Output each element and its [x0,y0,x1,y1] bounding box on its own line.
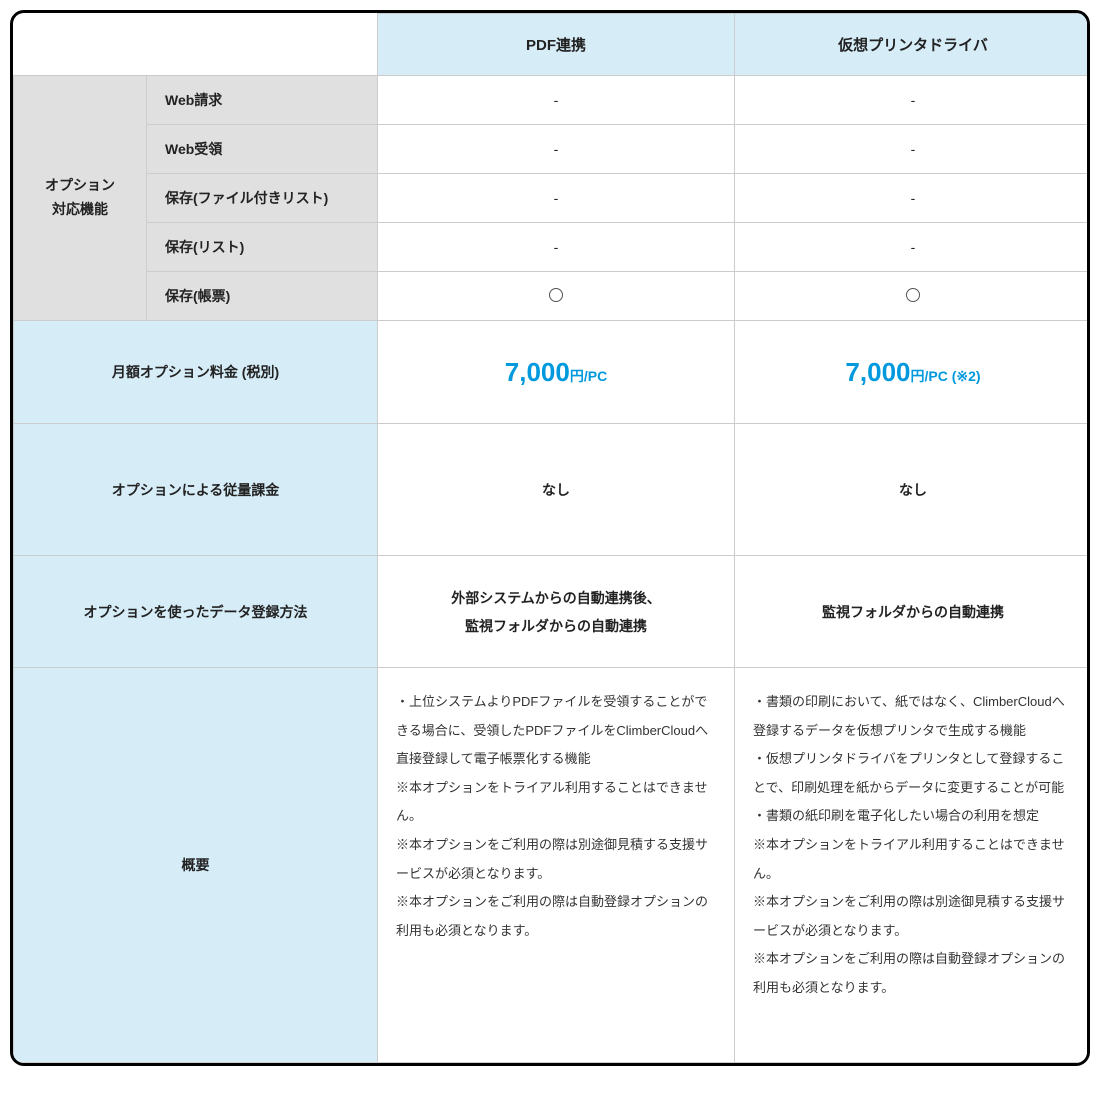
overview-row: 概要 ・上位システムよりPDFファイルを受領することができる場合に、受領したPD… [14,668,1091,1063]
price-row: 月額オプション料金 (税別) 7,000円/PC 7,000円/PC (※2) [14,321,1091,424]
price-unit: 円/PC [570,368,607,384]
overview-line: ※本オプションをトライアル利用することはできません。 [753,831,1073,888]
method-col2: 監視フォルダからの自動連携 [735,556,1091,668]
method-col1-line1: 外部システムからの自動連携後、 [451,590,661,606]
feature-value-col2: - [735,125,1091,174]
feature-group-line2: 対応機能 [52,201,108,217]
feature-value-col2: - [735,174,1091,223]
usage-charge-row: オプションによる従量課金 なし なし [14,424,1091,556]
feature-value-col1: - [378,125,735,174]
overview-line: ※本オプションをトライアル利用することはできません。 [396,774,716,831]
price-note: (※2) [948,368,981,384]
method-row: オプションを使ったデータ登録方法 外部システムからの自動連携後、 監視フォルダか… [14,556,1091,668]
usage-charge-col1: なし [378,424,735,556]
feature-row: Web受領 - - [14,125,1091,174]
price-label: 月額オプション料金 (税別) [14,321,378,424]
circle-icon [906,288,920,302]
overview-line: ※本オプションをご利用の際は別途御見積する支援サービスが必須となります。 [753,888,1073,945]
pricing-comparison-table: PDF連携 仮想プリンタドライバ オプション 対応機能 Web請求 - - We… [10,10,1090,1066]
feature-sub-label: Web請求 [147,76,378,125]
feature-group-label: オプション 対応機能 [14,76,147,321]
feature-value-col1 [378,272,735,321]
overview-line: ・仮想プリンタドライバをプリンタとして登録することで、印刷処理を紙からデータに変… [753,745,1073,802]
column-header-virtual-printer: 仮想プリンタドライバ [735,14,1091,76]
header-row: PDF連携 仮想プリンタドライバ [14,14,1091,76]
price-unit: 円/PC [911,368,948,384]
feature-row: オプション 対応機能 Web請求 - - [14,76,1091,125]
price-amount: 7,000 [845,357,910,387]
feature-sub-label: 保存(リスト) [147,223,378,272]
header-blank [14,14,378,76]
feature-value-col1: - [378,76,735,125]
feature-value-col2: - [735,223,1091,272]
overview-line: ※本オプションをご利用の際は別途御見積する支援サービスが必須となります。 [396,831,716,888]
overview-line: ・書類の印刷において、紙ではなく、ClimberCloudへ登録するデータを仮想… [753,688,1073,745]
price-amount: 7,000 [505,357,570,387]
circle-icon [549,288,563,302]
overview-col2: ・書類の印刷において、紙ではなく、ClimberCloudへ登録するデータを仮想… [735,668,1091,1063]
overview-label: 概要 [14,668,378,1063]
method-col1-line2: 監視フォルダからの自動連携 [465,618,647,634]
overview-col1: ・上位システムよりPDFファイルを受領することができる場合に、受領したPDFファ… [378,668,735,1063]
feature-value-col2 [735,272,1091,321]
usage-charge-col2: なし [735,424,1091,556]
overview-line: ・書類の紙印刷を電子化したい場合の利用を想定 [753,802,1073,831]
usage-charge-label: オプションによる従量課金 [14,424,378,556]
feature-value-col1: - [378,223,735,272]
method-col1: 外部システムからの自動連携後、 監視フォルダからの自動連携 [378,556,735,668]
feature-row: 保存(リスト) - - [14,223,1091,272]
overview-line: ※本オプションをご利用の際は自動登録オプションの利用も必須となります。 [753,945,1073,1002]
feature-row: 保存(帳票) [14,272,1091,321]
overview-line: ・上位システムよりPDFファイルを受領することができる場合に、受領したPDFファ… [396,688,716,774]
overview-line: ※本オプションをご利用の際は自動登録オプションの利用も必須となります。 [396,888,716,945]
feature-row: 保存(ファイル付きリスト) - - [14,174,1091,223]
feature-sub-label: Web受領 [147,125,378,174]
column-header-pdf: PDF連携 [378,14,735,76]
feature-sub-label: 保存(ファイル付きリスト) [147,174,378,223]
feature-value-col2: - [735,76,1091,125]
price-col1: 7,000円/PC [378,321,735,424]
method-label: オプションを使ったデータ登録方法 [14,556,378,668]
feature-group-line1: オプション [45,177,115,193]
price-col2: 7,000円/PC (※2) [735,321,1091,424]
feature-sub-label: 保存(帳票) [147,272,378,321]
feature-value-col1: - [378,174,735,223]
